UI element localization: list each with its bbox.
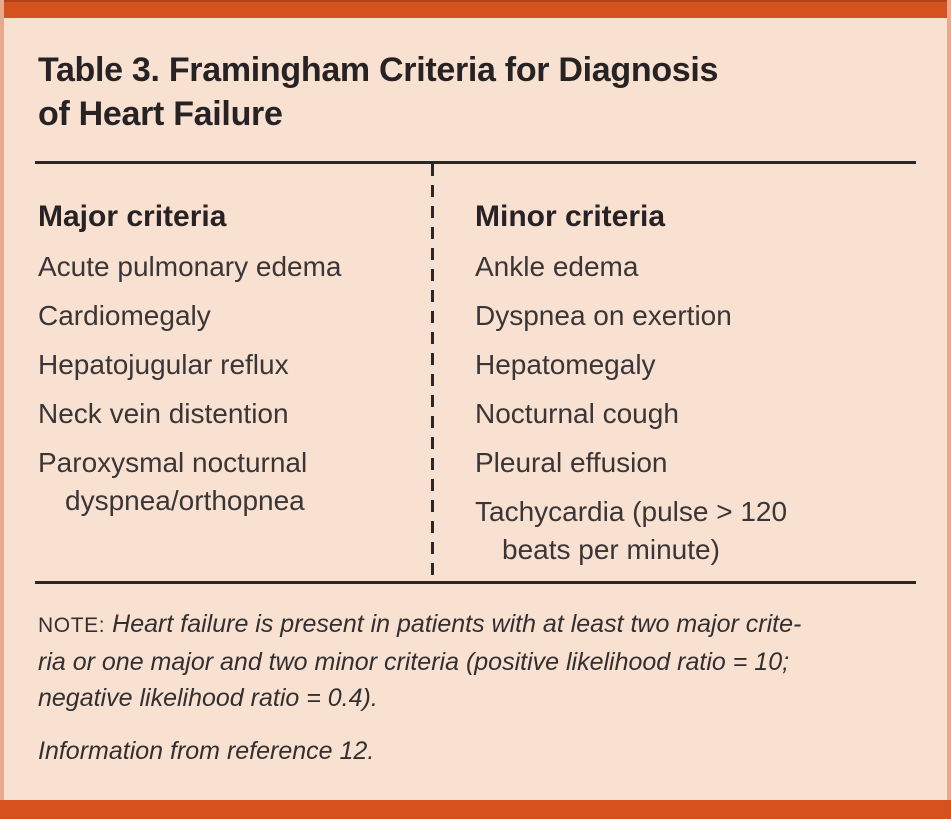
major-criteria-item: Paroxysmal nocturnal	[38, 447, 308, 478]
major-criteria-column: Major criteria Acute pulmonary edema Car…	[35, 164, 431, 581]
criteria-table: Major criteria Acute pulmonary edema Car…	[35, 164, 916, 581]
note-line: NOTE: Heart failure is present in patient…	[38, 606, 916, 644]
column-divider-dashed-line	[431, 164, 434, 581]
right-accent-border	[947, 0, 951, 819]
minor-criteria-item: Ankle edema	[475, 251, 639, 282]
minor-criteria-item: Hepatomegaly	[475, 349, 656, 380]
left-accent-border	[0, 0, 4, 819]
major-criteria-item: Cardiomegaly	[38, 300, 211, 331]
major-criteria-item-continuation: dyspnea/orthopnea	[65, 485, 305, 516]
major-criteria-item: Acute pulmonary edema	[38, 251, 342, 282]
major-criteria-item: Hepatojugular reflux	[38, 349, 289, 380]
card-content: Table 3. Framingham Criteria for Diagnos…	[4, 16, 947, 800]
bottom-accent-bar	[0, 800, 951, 819]
minor-criteria-item-continuation: beats per minute)	[502, 534, 720, 565]
table-note: NOTE: Heart failure is present in patient…	[38, 606, 916, 716]
table-title: Table 3. Framingham Criteria for Diagnos…	[38, 48, 916, 136]
note-line: negative likelihood ratio = 0.4).	[38, 684, 378, 712]
minor-criteria-item: Dyspnea on exertion	[475, 300, 732, 331]
note-line: ria or one major and two minor criteria …	[38, 648, 790, 676]
minor-criteria-header: Minor criteria	[475, 200, 666, 233]
table-title-line2: of Heart Failure	[38, 95, 283, 133]
minor-criteria-column: Minor criteria Ankle edema Dyspnea on ex…	[431, 164, 916, 581]
top-accent-bar	[0, 0, 951, 18]
minor-criteria-item: Tachycardia (pulse > 120	[475, 496, 788, 527]
table-title-line1: Table 3. Framingham Criteria for Diagnos…	[38, 51, 719, 89]
minor-criteria-item: Pleural effusion	[475, 447, 668, 478]
note-label: NOTE:	[38, 614, 106, 637]
major-criteria-item: Neck vein distention	[38, 398, 289, 429]
minor-criteria-item: Nocturnal cough	[475, 398, 679, 429]
major-criteria-header: Major criteria	[38, 200, 227, 233]
note-text: Heart failure is present in patients wit…	[112, 610, 802, 638]
source-attribution: Information from reference 12.	[38, 737, 375, 765]
bottom-rule	[35, 581, 916, 584]
top-rule	[35, 161, 916, 164]
